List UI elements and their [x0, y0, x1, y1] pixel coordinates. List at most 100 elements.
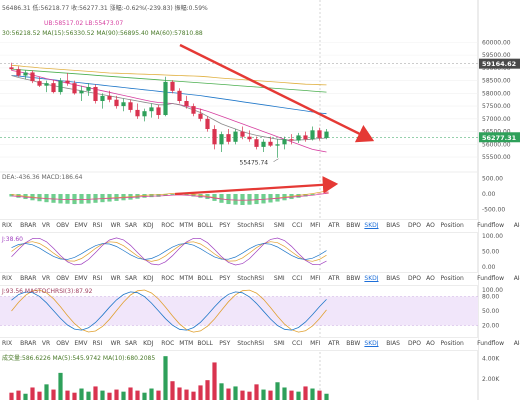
indicator-tab-skdj[interactable]: SKDJ	[364, 275, 379, 282]
indicator-tab-mtm[interactable]: MTM	[179, 222, 194, 229]
indicator-tab-boll[interactable]: BOLL	[197, 275, 213, 282]
volume-bar	[51, 389, 56, 400]
indicator-tab-stochrsi[interactable]: StochRSI	[237, 222, 264, 229]
volume-bar	[107, 392, 112, 400]
indicator-tab-fundflow[interactable]: Fundflow	[477, 222, 504, 229]
indicator-tab-stochrsi[interactable]: StochRSI	[237, 340, 264, 347]
indicator-tab-obv[interactable]: OBV	[56, 222, 70, 229]
indicator-tab-vr[interactable]: VR	[41, 275, 51, 282]
indicator-tab-ao[interactable]: AO	[426, 340, 435, 347]
indicator-tab-sar[interactable]: SAR	[125, 275, 138, 282]
indicator-tab-atr[interactable]: ATR	[328, 275, 340, 282]
indicator-tab-boll[interactable]: BOLL	[197, 222, 213, 229]
indicator-tab-rix[interactable]: RIX	[2, 275, 13, 282]
candle-body	[254, 139, 259, 147]
indicator-tab-smi[interactable]: SMI	[273, 275, 285, 282]
indicator-tab-vr[interactable]: VR	[41, 222, 51, 229]
indicator-tab-emv[interactable]: EMV	[74, 340, 88, 347]
candle-body	[177, 90, 182, 101]
indicator-tab-obv[interactable]: OBV	[56, 340, 70, 347]
indicator-tab-bbw[interactable]: BBW	[346, 222, 361, 229]
indicator-tab-sar[interactable]: SAR	[125, 340, 138, 347]
volume-bar	[177, 387, 182, 400]
macd-histogram-bar	[44, 194, 49, 203]
indicator-tab-wr[interactable]: WR	[110, 275, 121, 282]
indicator-tab-fundflow[interactable]: Fundflow	[477, 340, 504, 347]
indicator-tab-dpo[interactable]: DPO	[408, 222, 421, 229]
indicator-tab-skdj[interactable]: SKDJ	[364, 222, 379, 229]
indicator-tab-atr[interactable]: ATR	[328, 222, 340, 229]
indicator-tab-emv[interactable]: EMV	[74, 222, 88, 229]
indicator-tab-cci[interactable]: CCI	[292, 340, 303, 347]
indicator-tab-rsi[interactable]: RSI	[92, 222, 103, 229]
indicator-tab-dpo[interactable]: DPO	[408, 340, 421, 347]
indicator-tab-ai-neovol[interactable]: AI-NeoVOL	[513, 275, 520, 282]
indicator-tab-mfi[interactable]: MFI	[310, 340, 321, 347]
indicator-tab-brar[interactable]: BRAR	[20, 340, 37, 347]
indicator-tab-ai-neovol[interactable]: AI-NeoVOL	[513, 340, 520, 347]
indicator-tab-mfi[interactable]: MFI	[310, 222, 321, 229]
indicator-tab-smi[interactable]: SMI	[273, 222, 285, 229]
indicator-tab-bias[interactable]: BIAS	[386, 340, 400, 347]
indicator-tab-stochrsi[interactable]: StochRSI	[237, 275, 264, 282]
indicator-tab-psy[interactable]: PSY	[219, 340, 231, 347]
indicator-tab-position[interactable]: Position	[440, 222, 464, 229]
indicator-tab-kdj[interactable]: KDJ	[143, 275, 154, 282]
low-annotation-label: 55475.74	[240, 160, 269, 167]
indicator-tab-wr[interactable]: WR	[110, 222, 121, 229]
macd-histogram-bar	[156, 194, 161, 197]
indicator-tab-bias[interactable]: BIAS	[386, 222, 400, 229]
indicator-tab-rix[interactable]: RIX	[2, 222, 13, 229]
volume-bar	[37, 391, 42, 400]
indicator-tab-roc[interactable]: ROC	[161, 275, 175, 282]
indicator-tab-skdj[interactable]: SKDJ	[364, 340, 379, 347]
indicator-tab-psy[interactable]: PSY	[219, 222, 231, 229]
indicator-tab-ao[interactable]: AO	[426, 222, 435, 229]
indicator-tab-dpo[interactable]: DPO	[408, 275, 421, 282]
indicator-tab-mtm[interactable]: MTM	[179, 340, 194, 347]
candle-body	[79, 90, 84, 94]
indicator-tab-atr[interactable]: ATR	[328, 340, 340, 347]
indicator-tab-bbw[interactable]: BBW	[346, 275, 361, 282]
indicator-tab-ai-neovol[interactable]: AI-NeoVOL	[513, 222, 520, 229]
volume-label: 成交量:586.6226 MA(5):545.9742 MA(10):680.2…	[2, 355, 156, 362]
volume-bar	[296, 391, 301, 400]
indicator-tab-roc[interactable]: ROC	[161, 340, 175, 347]
indicator-tab-rix[interactable]: RIX	[2, 340, 13, 347]
indicator-tab-brar[interactable]: BRAR	[20, 222, 37, 229]
indicator-tab-rsi[interactable]: RSI	[92, 340, 103, 347]
indicator-tab-cci[interactable]: CCI	[292, 275, 303, 282]
candle-body	[114, 99, 119, 107]
indicator-tab-kdj[interactable]: KDJ	[143, 340, 154, 347]
indicator-tab-wr[interactable]: WR	[110, 340, 121, 347]
indicator-tab-mfi[interactable]: MFI	[310, 275, 321, 282]
volume-bar	[142, 392, 147, 400]
indicator-tab-bias[interactable]: BIAS	[386, 275, 400, 282]
indicator-tab-sar[interactable]: SAR	[125, 222, 138, 229]
ma-line	[11, 70, 327, 153]
candle-body	[303, 135, 308, 140]
indicator-tab-ao[interactable]: AO	[426, 275, 435, 282]
indicator-tab-emv[interactable]: EMV	[74, 275, 88, 282]
indicator-tab-kdj[interactable]: KDJ	[143, 222, 154, 229]
indicator-tab-roc[interactable]: ROC	[161, 222, 175, 229]
candle-body	[44, 83, 49, 86]
macd-histogram-bar	[226, 194, 231, 205]
indicator-tab-bbw[interactable]: BBW	[346, 340, 361, 347]
indicator-tab-mtm[interactable]: MTM	[179, 275, 194, 282]
indicator-tab-position[interactable]: Position	[440, 275, 464, 282]
indicator-tab-cci[interactable]: CCI	[292, 222, 303, 229]
indicator-tab-smi[interactable]: SMI	[273, 340, 285, 347]
indicator-tab-obv[interactable]: OBV	[56, 275, 70, 282]
ma-line	[11, 75, 327, 141]
indicator-tab-position[interactable]: Position	[440, 340, 464, 347]
macd-histogram-bar	[72, 194, 77, 205]
indicator-tab-vr[interactable]: VR	[41, 340, 51, 347]
indicator-tab-rsi[interactable]: RSI	[92, 275, 103, 282]
indicator-tab-brar[interactable]: BRAR	[20, 275, 37, 282]
indicator-tab-fundflow[interactable]: Fundflow	[477, 275, 504, 282]
candle-body	[156, 107, 161, 116]
indicator-tab-psy[interactable]: PSY	[219, 275, 231, 282]
indicator-tab-boll[interactable]: BOLL	[197, 340, 213, 347]
